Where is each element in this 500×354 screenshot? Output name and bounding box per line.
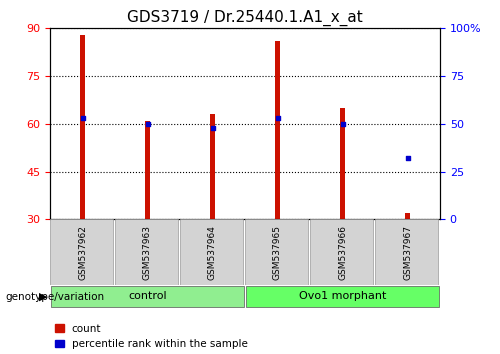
Point	[78, 115, 86, 121]
Text: GSM537967: GSM537967	[403, 225, 412, 280]
Bar	[405, 213, 410, 219]
Text: control: control	[128, 291, 167, 302]
Point	[208, 125, 216, 131]
Bar	[50, 219, 113, 285]
Bar	[340, 108, 345, 219]
Legend: count, percentile rank within the sample: count, percentile rank within the sample	[55, 324, 248, 349]
Text: GSM537962: GSM537962	[78, 225, 87, 280]
Point	[338, 121, 346, 127]
Text: genotype/variation: genotype/variation	[5, 292, 104, 302]
Bar	[246, 286, 438, 307]
Bar	[275, 41, 280, 219]
Point	[144, 121, 152, 127]
Text: GSM537964: GSM537964	[208, 225, 217, 280]
Text: GSM537963: GSM537963	[143, 225, 152, 280]
Text: ▶: ▶	[39, 292, 48, 302]
Bar	[245, 219, 308, 285]
Bar	[115, 219, 178, 285]
Text: GSM537966: GSM537966	[338, 225, 347, 280]
Bar	[80, 35, 85, 219]
Text: GSM537965: GSM537965	[273, 225, 282, 280]
Bar	[310, 219, 373, 285]
Point	[404, 155, 411, 161]
Bar	[210, 114, 215, 219]
Point	[274, 115, 281, 121]
Bar	[52, 286, 244, 307]
Bar	[180, 219, 243, 285]
Bar	[145, 121, 150, 219]
Text: Ovo1 morphant: Ovo1 morphant	[299, 291, 386, 302]
Bar	[375, 219, 438, 285]
Title: GDS3719 / Dr.25440.1.A1_x_at: GDS3719 / Dr.25440.1.A1_x_at	[127, 9, 363, 25]
